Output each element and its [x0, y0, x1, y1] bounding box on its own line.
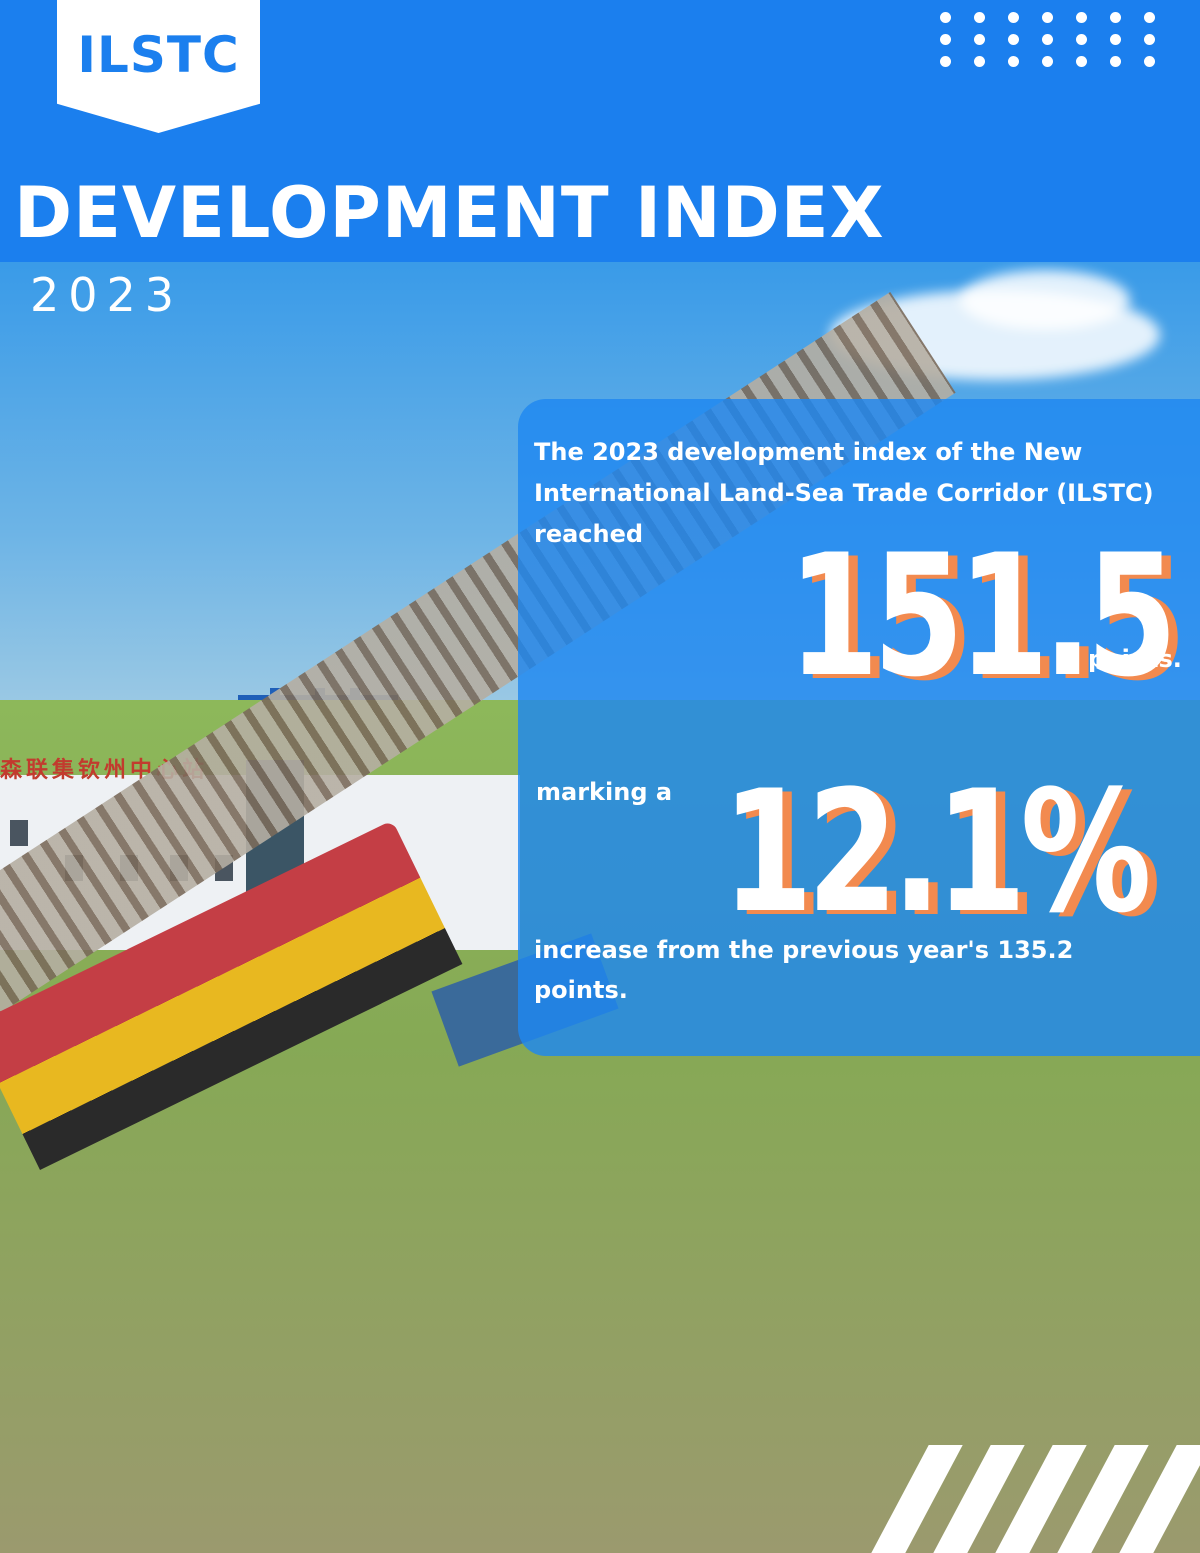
index-unit: points. — [1088, 645, 1182, 673]
logo: ILSTC — [77, 26, 240, 84]
growth-prefix: marking a — [536, 778, 673, 806]
year-label: 2023 — [30, 268, 184, 322]
growth-description: increase from the previous year's 135.2 … — [534, 936, 1074, 1004]
decorative-stripes — [870, 1445, 1200, 1553]
index-value: 151.5 — [788, 518, 1178, 714]
cloud — [960, 270, 1130, 330]
intro-text: The 2023 development index of the New In… — [534, 438, 1154, 548]
logo-badge — [57, 0, 260, 133]
decorative-dots — [940, 12, 1180, 72]
growth-value: 12.1% — [722, 754, 1152, 950]
page-title: DEVELOPMENT INDEX — [14, 172, 885, 254]
info-panel — [518, 399, 1200, 1056]
window — [10, 820, 28, 846]
